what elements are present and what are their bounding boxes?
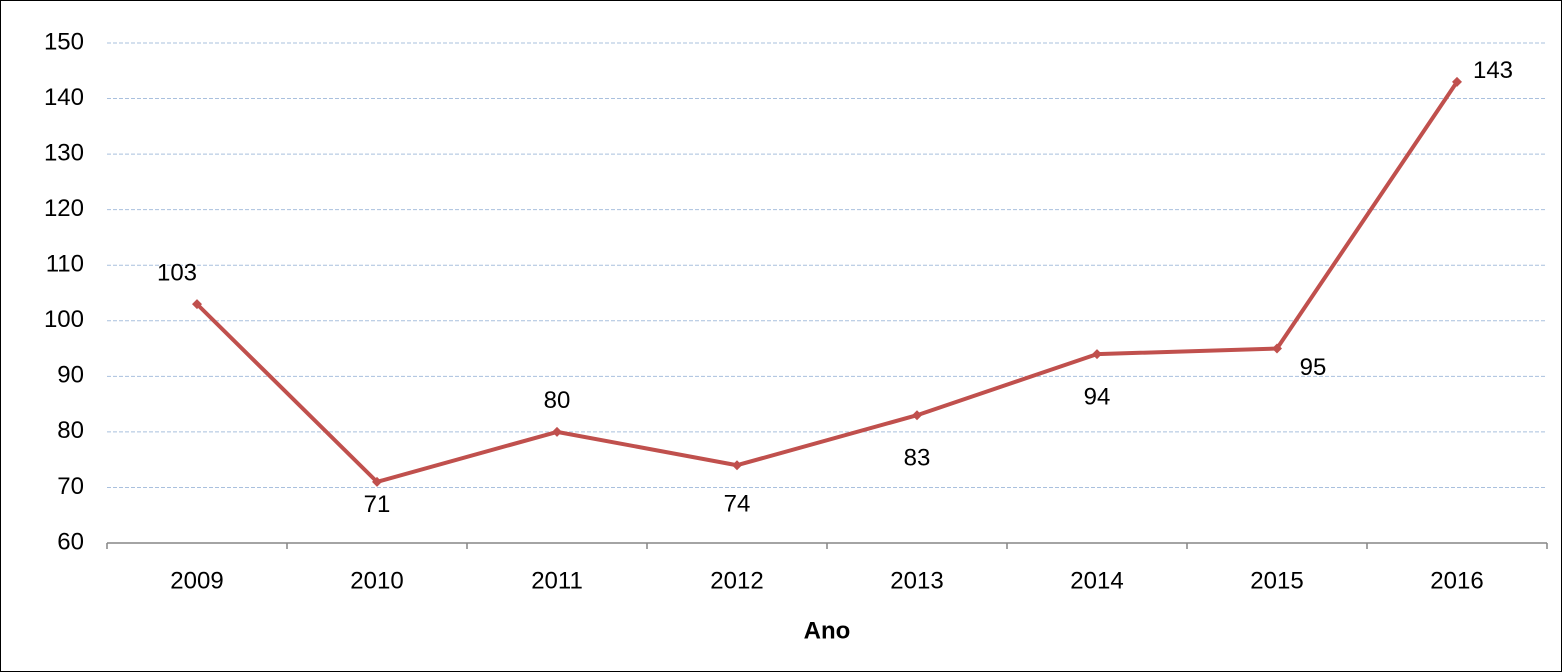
marker [552,426,562,437]
x-tick-label: 2014 [1070,567,1123,594]
marker [912,410,922,421]
x-tick-label: 2016 [1430,567,1483,594]
data-label: 95 [1300,354,1327,381]
marker [1272,343,1282,354]
data-label: 80 [544,387,571,414]
marker [1092,349,1102,360]
y-tick-label: 90 [57,362,84,389]
x-axis-title: Ano [804,617,851,644]
x-tick-label: 2009 [170,567,223,594]
data-label: 103 [157,259,197,286]
y-tick-label: 110 [46,251,84,278]
line-series [195,80,1459,484]
x-tick-label: 2012 [710,567,763,594]
data-label: 143 [1473,57,1513,84]
data-label: 71 [364,491,391,518]
y-tick-label: 120 [44,195,84,222]
x-tick-label: 2010 [350,567,403,594]
marker [192,299,202,310]
marker [732,460,742,471]
data-label: 74 [724,491,751,518]
y-tick-label: 140 [44,84,84,111]
y-tick-label: 100 [44,306,84,333]
y-tick-label: 80 [57,417,84,444]
y-tick-label: 60 [57,528,84,555]
x-tick-label: 2011 [531,567,583,594]
marker [372,476,382,487]
y-tick-label: 130 [44,139,84,166]
data-label: 94 [1084,383,1111,410]
y-tick-label: 70 [57,473,84,500]
x-tick-label: 2015 [1250,567,1303,594]
marker [1452,76,1462,87]
data-label: 83 [904,445,931,472]
y-tick-label: 150 [44,28,84,55]
x-tick-label: 2013 [890,567,943,594]
